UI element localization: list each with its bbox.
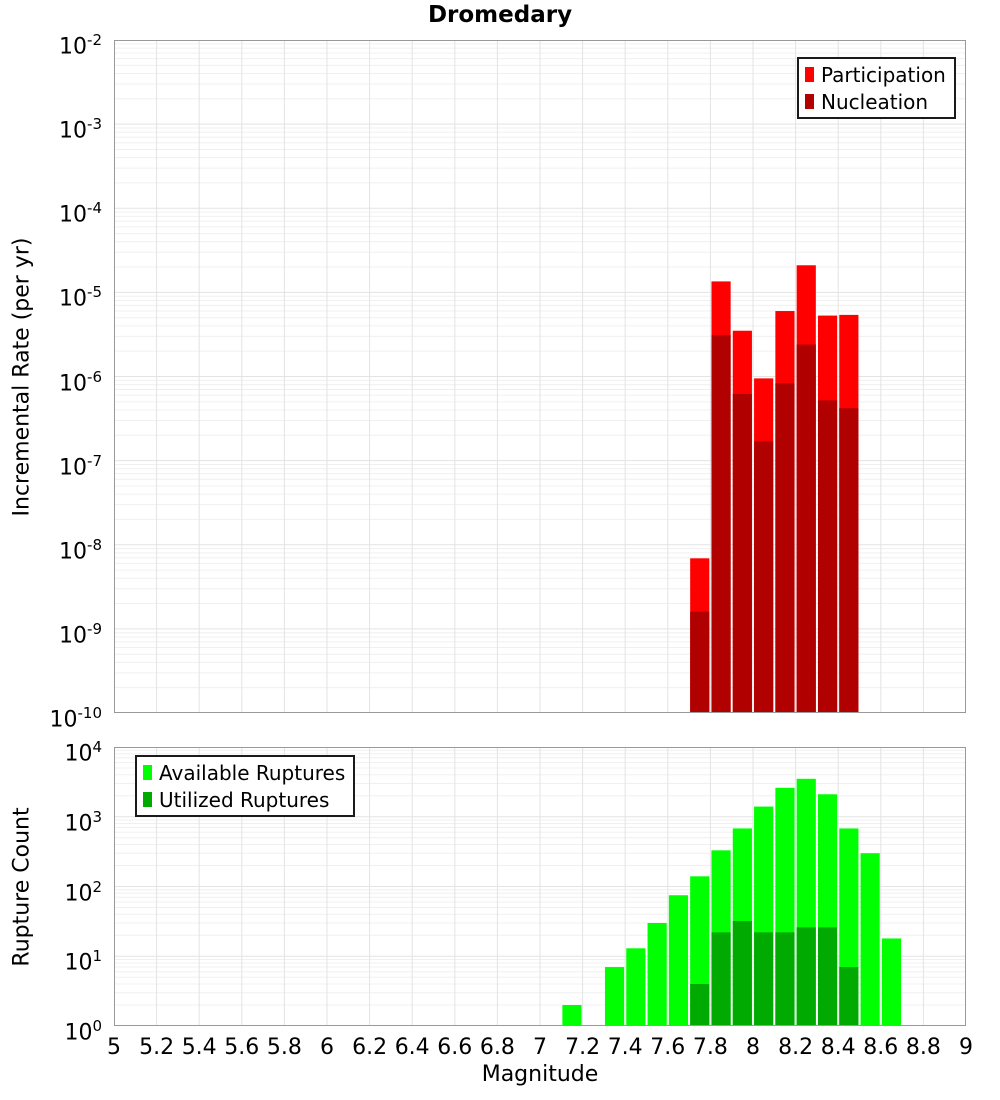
legend-label-utilized-ruptures: Utilized Ruptures — [159, 787, 330, 812]
count-legend: Available Ruptures Utilized Ruptures — [135, 755, 356, 817]
x-tick-label: 6.6 — [437, 1035, 473, 1060]
y-tick-label: 103 — [64, 807, 102, 837]
x-tick-label: 6.4 — [394, 1035, 430, 1060]
rate-chart-plot — [114, 40, 966, 713]
y-tick-label: 10-6 — [59, 367, 102, 396]
x-tick-label: 8.2 — [778, 1035, 814, 1060]
rate-legend: Participation Nucleation — [797, 57, 956, 119]
x-tick-label: 7.2 — [565, 1035, 601, 1060]
x-tick-label: 5.2 — [139, 1035, 175, 1060]
nucleation-swatch-icon — [805, 94, 814, 109]
legend-label-nucleation: Nucleation — [821, 89, 929, 114]
x-tick-label: 7 — [533, 1035, 547, 1060]
x-tick-label: 9 — [959, 1035, 973, 1060]
y-tick-label: 100 — [64, 1017, 102, 1046]
y-tick-label: 10-7 — [59, 451, 102, 480]
y-tick-label: 101 — [64, 947, 102, 976]
y-tick-label: 10-5 — [59, 283, 102, 312]
y-tick-label: 10-3 — [59, 115, 102, 144]
participation-swatch-icon — [805, 67, 814, 82]
x-tick-label: 8.4 — [820, 1035, 856, 1060]
legend-label-participation: Participation — [821, 62, 946, 87]
x-tick-label: 8.8 — [905, 1035, 941, 1060]
y-tick-label: 10-10 — [49, 704, 103, 733]
y-tick-label: 104 — [64, 738, 102, 767]
x-tick-label: 5.8 — [266, 1035, 302, 1060]
x-tick-label: 5.4 — [181, 1035, 217, 1060]
legend-item-nucleation: Nucleation — [805, 88, 946, 115]
x-tick-label: 6.8 — [479, 1035, 515, 1060]
x-axis-title: Magnitude — [481, 1062, 599, 1087]
x-tick-label: 6 — [320, 1035, 334, 1060]
y-tick-label: 102 — [64, 877, 102, 906]
utilized-ruptures-swatch-icon — [143, 792, 152, 807]
y-tick-label: 10-8 — [59, 535, 102, 565]
x-tick-label: 5 — [107, 1035, 121, 1060]
available-ruptures-swatch-icon — [143, 765, 152, 780]
x-tick-label: 7.4 — [607, 1035, 643, 1060]
x-tick-label: 5.6 — [224, 1035, 260, 1060]
y-tick-label: 10-4 — [59, 199, 102, 228]
chart-title: Dromedary — [427, 2, 573, 28]
legend-label-available-ruptures: Available Ruptures — [159, 760, 346, 785]
x-tick-label: 6.2 — [352, 1035, 388, 1060]
x-tick-label: 8 — [746, 1035, 760, 1060]
y-tick-label: 10-2 — [59, 31, 102, 60]
legend-item-participation: Participation — [805, 61, 946, 88]
legend-item-available-ruptures: Available Ruptures — [143, 759, 345, 786]
x-tick-label: 8.6 — [863, 1035, 899, 1060]
x-tick-label: 7.6 — [650, 1035, 686, 1060]
x-tick-label: 7.8 — [692, 1035, 728, 1060]
legend-item-utilized-ruptures: Utilized Ruptures — [143, 786, 345, 813]
y-tick-label: 10-9 — [59, 619, 102, 649]
